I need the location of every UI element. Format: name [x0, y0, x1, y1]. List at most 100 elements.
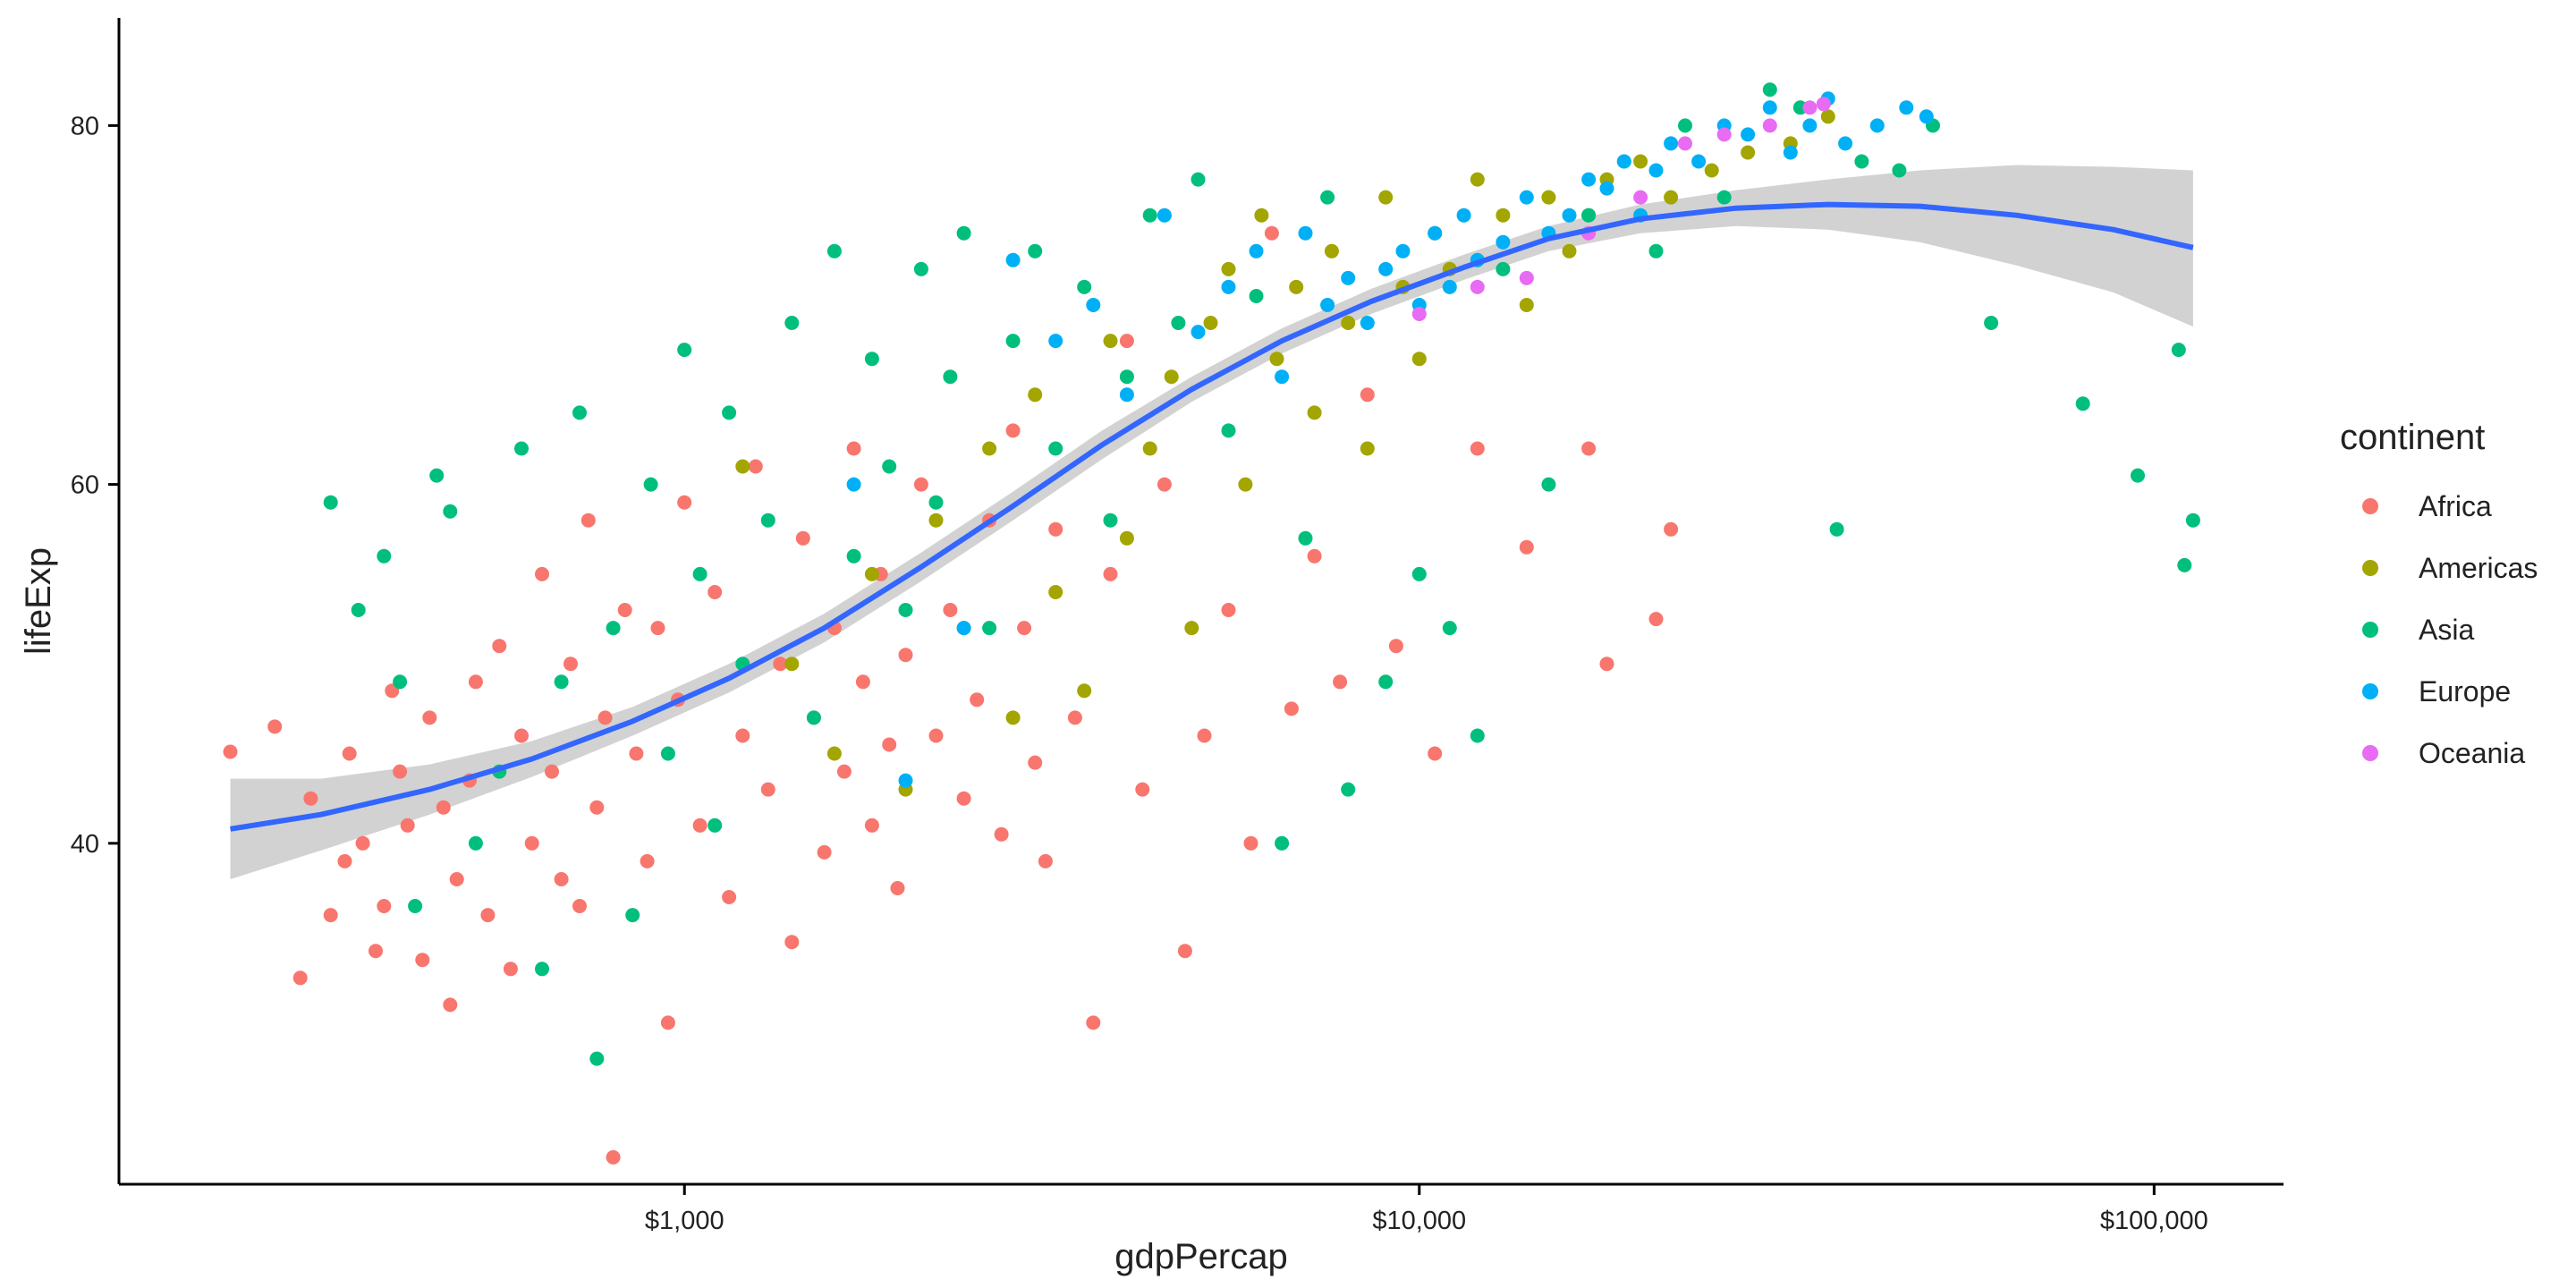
data-point-asia: [722, 405, 737, 420]
data-point-asia: [2075, 396, 2090, 411]
data-point-asia: [429, 468, 445, 483]
data-point-americas: [864, 566, 879, 581]
data-point-europe: [1741, 127, 1756, 142]
data-point-africa: [994, 826, 1009, 842]
legend-items: Africa Americas Asia Europe Oceania: [2362, 490, 2538, 769]
data-point-asia: [1829, 521, 1844, 537]
data-point-africa: [480, 908, 496, 923]
data-point-americas: [1562, 243, 1577, 258]
data-point-asia: [943, 369, 958, 385]
data-point-asia: [677, 343, 692, 358]
data-point-americas: [1005, 710, 1021, 725]
data-point-africa: [292, 970, 308, 986]
data-point-asia: [1581, 208, 1597, 223]
data-point-asia: [1341, 782, 1356, 797]
data-point-africa: [554, 872, 569, 886]
data-point-africa: [1135, 782, 1150, 797]
x-tick-label: $1,000: [645, 1207, 724, 1235]
confidence-band-layer: [230, 165, 2193, 879]
data-point-asia: [1048, 441, 1063, 456]
data-point-americas: [982, 441, 997, 456]
data-point-africa: [1599, 657, 1614, 672]
data-point-americas: [1119, 530, 1134, 546]
data-point-europe: [1119, 387, 1134, 402]
data-point-oceania: [1716, 127, 1732, 142]
data-point-africa: [572, 899, 587, 913]
data-point-oceania: [1678, 136, 1692, 151]
data-point-africa: [342, 746, 357, 761]
data-point-africa: [449, 872, 464, 886]
data-point-africa: [890, 881, 905, 895]
x-ticks: $1,000 $10,000 $100,000: [645, 1184, 2208, 1235]
data-point-africa: [1428, 746, 1443, 761]
data-point-americas: [735, 459, 750, 474]
data-point-africa: [748, 459, 763, 474]
data-point-asia: [846, 548, 861, 564]
data-point-africa: [1519, 539, 1534, 555]
data-point-asia: [1541, 477, 1556, 492]
data-point-africa: [580, 513, 596, 528]
data-point-africa: [1177, 944, 1192, 959]
data-point-asia: [1142, 208, 1157, 223]
data-point-africa: [545, 764, 559, 779]
data-point-africa: [1028, 755, 1043, 770]
data-point-asia: [982, 621, 997, 636]
data-point-europe: [1783, 145, 1798, 160]
data-point-europe: [956, 621, 971, 636]
data-point-europe: [1086, 298, 1101, 312]
data-point-oceania: [1762, 118, 1777, 133]
data-point-asia: [2185, 513, 2200, 528]
data-point-asia: [1442, 621, 1457, 636]
data-point-asia: [1984, 316, 1999, 330]
data-point-europe: [1899, 100, 1914, 115]
data-point-africa: [650, 621, 665, 636]
data-point-europe: [1005, 252, 1021, 267]
data-point-africa: [597, 710, 613, 725]
data-point-europe: [1802, 118, 1818, 133]
data-point-asia: [864, 352, 879, 367]
data-point-africa: [267, 719, 283, 734]
data-point-asia: [1678, 118, 1692, 133]
data-point-africa: [760, 782, 775, 797]
data-point-asia: [1171, 316, 1186, 330]
data-point-europe: [1562, 208, 1577, 223]
data-point-europe: [1664, 136, 1679, 151]
data-point-americas: [1341, 316, 1356, 330]
data-point-americas: [1048, 585, 1063, 599]
x-tick-label: $10,000: [1372, 1207, 1466, 1235]
data-point-africa: [1221, 603, 1236, 617]
data-point-africa: [1360, 387, 1375, 402]
data-point-asia: [1411, 566, 1427, 581]
data-point-africa: [1119, 334, 1134, 349]
data-point-asia: [514, 441, 529, 456]
data-point-asia: [660, 746, 675, 761]
y-tick-label: 40: [71, 830, 99, 859]
data-point-africa: [943, 603, 958, 617]
data-point-americas: [1704, 163, 1719, 178]
data-point-africa: [503, 962, 518, 977]
legend-label-oceania: Oceania: [2419, 737, 2525, 769]
data-point-oceania: [1802, 100, 1818, 115]
data-point-europe: [846, 477, 861, 492]
data-point-asia: [377, 548, 392, 564]
data-point-americas: [1221, 261, 1236, 276]
data-point-oceania: [1633, 190, 1648, 205]
data-point-africa: [898, 648, 913, 663]
data-point-asia: [784, 316, 800, 330]
data-point-africa: [629, 746, 644, 761]
data-point-africa: [355, 835, 370, 851]
data-point-africa: [784, 935, 800, 950]
data-point-asia: [393, 674, 408, 690]
data-point-americas: [1077, 683, 1092, 699]
data-point-africa: [640, 853, 655, 869]
data-point-africa: [303, 791, 318, 806]
data-point-asia: [625, 908, 640, 923]
data-point-americas: [1411, 352, 1427, 367]
data-point-americas: [1470, 172, 1485, 187]
legend-key-africa: [2362, 498, 2378, 514]
data-point-asia: [928, 495, 944, 510]
data-point-asia: [643, 477, 658, 492]
data-point-europe: [1919, 109, 1934, 124]
data-point-asia: [1378, 674, 1394, 690]
data-point-asia: [468, 835, 483, 851]
